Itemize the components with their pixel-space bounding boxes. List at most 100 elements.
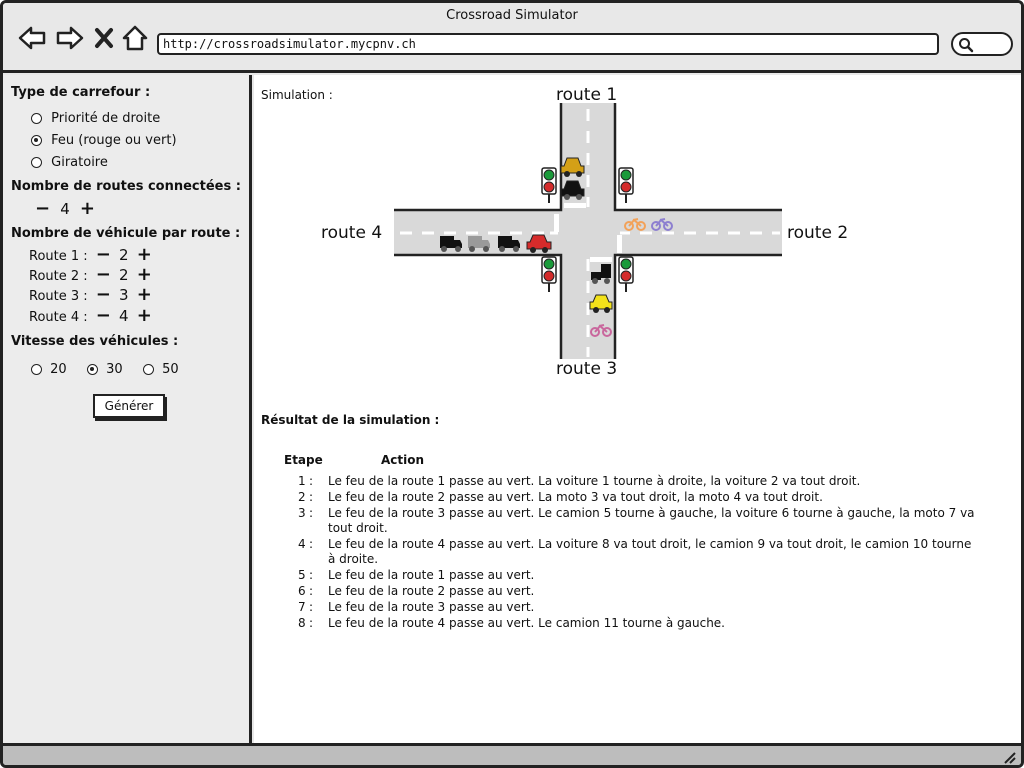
resize-grip-icon[interactable] [1001, 749, 1017, 765]
speed-option-label: 50 [162, 362, 179, 377]
car-icon [560, 180, 585, 200]
vehicle-row-route-3: Route 3 : − 3 + [29, 284, 229, 305]
lane-markings [400, 109, 780, 357]
type-option-priority[interactable]: Priorité de droite [31, 111, 160, 126]
route-label: Route 4 : [29, 310, 88, 325]
search-icon [959, 38, 974, 53]
route-label: Route 2 : [29, 269, 88, 284]
truck-icon [468, 236, 490, 252]
increment-button[interactable]: + [136, 305, 152, 326]
decrement-button[interactable]: − [95, 305, 111, 326]
decrement-button[interactable]: − [35, 198, 51, 219]
route-3-label: route 3 [556, 359, 618, 379]
speed-option-30[interactable]: 30 [87, 362, 123, 377]
vehicle-speed-title: Vitesse des véhicules : [11, 334, 179, 349]
search-box[interactable] [951, 32, 1013, 56]
forward-arrow-icon[interactable] [55, 23, 85, 53]
radio-button[interactable] [31, 113, 42, 124]
main-content: Simulation : route 1 route 2 route 3 rou… [254, 75, 1021, 743]
decrement-button[interactable]: − [95, 244, 111, 265]
step-action: Le feu de la route 1 passe au vert. La v… [328, 474, 861, 488]
action-column-header: Action [381, 453, 425, 467]
step-action: Le feu de la route 2 passe au vert. [328, 584, 535, 598]
motorcycle-icon [590, 324, 612, 337]
status-bar [3, 743, 1021, 765]
url-input[interactable]: http://crossroadsimulator.mycpnv.ch [157, 33, 939, 55]
route-1-label: route 1 [556, 85, 618, 105]
route-label: Route 1 : [29, 249, 88, 264]
step-number: 7 [298, 600, 306, 614]
radio-button-selected[interactable] [31, 135, 42, 146]
truck-icon [440, 236, 462, 252]
decrement-button[interactable]: − [95, 284, 111, 305]
traffic-light-route-4 [541, 256, 557, 292]
car-icon [589, 294, 613, 313]
speed-option-label: 30 [106, 362, 123, 377]
radio-button[interactable] [143, 364, 154, 375]
increment-button[interactable]: + [79, 198, 96, 219]
step-action: Le feu de la route 3 passe au vert. [328, 600, 535, 614]
traffic-light-route-2 [618, 167, 634, 203]
stop-x-icon[interactable] [92, 23, 116, 53]
step-number: 5 [298, 568, 306, 582]
decrement-button[interactable]: − [95, 264, 111, 285]
vehicle-count-value: 2 [119, 266, 129, 284]
step-action: Le feu de la route 1 passe au vert. [328, 568, 535, 582]
back-arrow-icon[interactable] [17, 23, 47, 53]
home-icon[interactable] [120, 23, 150, 53]
vehicle-row-route-1: Route 1 : − 2 + [29, 244, 229, 265]
motorcycle-icon [624, 218, 646, 231]
type-option-traffic-light[interactable]: Feu (rouge ou vert) [31, 133, 177, 148]
vehicles-per-route-title: Nombre de véhicule par route : [11, 226, 241, 241]
step-number: 3 [298, 506, 306, 520]
browser-toolbar: Crossroad Simulator http://crossroadsimu… [3, 3, 1021, 73]
vehicle-row-route-4: Route 4 : − 4 + [29, 305, 229, 326]
step-number: 4 [298, 537, 306, 551]
radio-button-selected[interactable] [87, 364, 98, 375]
speed-option-20[interactable]: 20 [31, 362, 67, 377]
crossroad-type-title: Type de carrefour : [11, 85, 151, 100]
step-number: 1 [298, 474, 306, 488]
speed-option-50[interactable]: 50 [143, 362, 179, 377]
vehicle-count-value: 2 [119, 246, 129, 264]
increment-button[interactable]: + [136, 284, 152, 305]
vehicle-count-value: 4 [119, 307, 129, 325]
step-column-header: Etape [284, 453, 323, 467]
radio-button[interactable] [31, 364, 42, 375]
settings-sidebar: Type de carrefour : Priorité de droite F… [3, 75, 252, 743]
generate-button[interactable]: Générer [93, 394, 165, 418]
speed-option-label: 20 [50, 362, 67, 377]
car-icon [526, 234, 552, 253]
window-title: Crossroad Simulator [446, 8, 578, 23]
motorcycle-icon [651, 218, 673, 231]
crossroad-diagram [394, 103, 782, 359]
increment-button[interactable]: + [136, 264, 152, 285]
step-number: 2 [298, 490, 306, 504]
route-2-label: route 2 [787, 223, 849, 243]
simulation-label: Simulation : [261, 88, 333, 102]
traffic-light-route-1 [541, 167, 557, 203]
radio-button[interactable] [31, 157, 42, 168]
traffic-light-route-3 [618, 256, 634, 292]
type-option-label: Feu (rouge ou vert) [51, 133, 177, 148]
type-option-label: Priorité de droite [51, 111, 161, 126]
route-label: Route 3 : [29, 289, 88, 304]
truck-icon [591, 264, 611, 284]
vehicle-row-route-2: Route 2 : − 2 + [29, 264, 229, 285]
step-number: 6 [298, 584, 306, 598]
increment-button[interactable]: + [136, 244, 152, 265]
route-4-label: route 4 [321, 223, 383, 243]
vehicle-count-value: 3 [119, 286, 129, 304]
step-number: 8 [298, 616, 306, 630]
type-option-roundabout[interactable]: Giratoire [31, 155, 108, 170]
type-option-label: Giratoire [51, 155, 108, 170]
results-title: Résultat de la simulation : [261, 413, 440, 427]
routes-count-value: 4 [60, 200, 70, 218]
step-action: Le feu de la route 3 passe au vert. Le c… [328, 506, 975, 535]
step-action: Le feu de la route 4 passe au vert. La v… [328, 537, 972, 566]
connected-routes-title: Nombre de routes connectées : [11, 179, 241, 194]
results-table: Etape Action 1: Le feu de la route 1 pas… [284, 453, 1014, 643]
step-action: Le feu de la route 2 passe au vert. La m… [328, 490, 823, 504]
car-icon [560, 157, 585, 177]
